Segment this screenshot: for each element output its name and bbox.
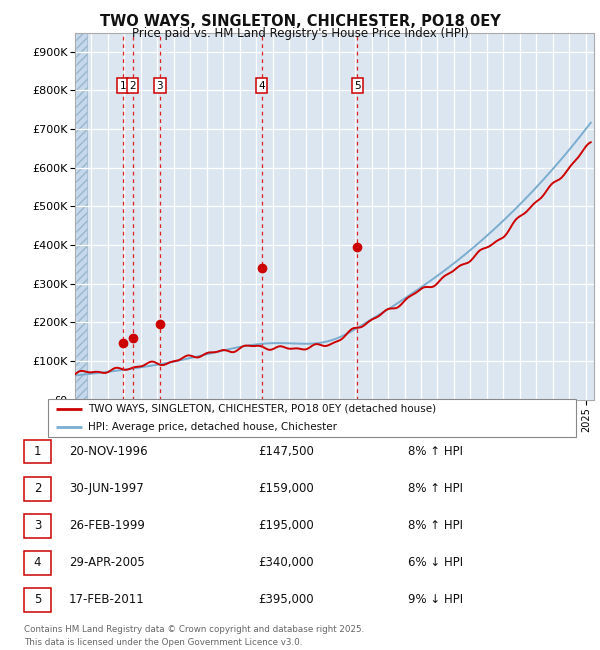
- Text: 1: 1: [34, 445, 41, 458]
- Bar: [75, 32, 88, 400]
- Text: 5: 5: [354, 81, 361, 91]
- FancyBboxPatch shape: [48, 399, 576, 437]
- Text: £159,000: £159,000: [258, 482, 314, 495]
- Text: 30-JUN-1997: 30-JUN-1997: [69, 482, 144, 495]
- Text: Contains HM Land Registry data © Crown copyright and database right 2025.
This d: Contains HM Land Registry data © Crown c…: [24, 625, 364, 647]
- Text: 29-APR-2005: 29-APR-2005: [69, 556, 145, 569]
- Text: Price paid vs. HM Land Registry's House Price Index (HPI): Price paid vs. HM Land Registry's House …: [131, 27, 469, 40]
- Text: £195,000: £195,000: [258, 519, 314, 532]
- FancyBboxPatch shape: [24, 514, 51, 538]
- Text: 2: 2: [34, 482, 41, 495]
- FancyBboxPatch shape: [24, 477, 51, 500]
- Text: 3: 3: [34, 519, 41, 532]
- FancyBboxPatch shape: [24, 551, 51, 575]
- Text: TWO WAYS, SINGLETON, CHICHESTER, PO18 0EY (detached house): TWO WAYS, SINGLETON, CHICHESTER, PO18 0E…: [88, 404, 436, 413]
- Text: £395,000: £395,000: [258, 593, 314, 606]
- Text: 8% ↑ HPI: 8% ↑ HPI: [408, 482, 463, 495]
- Text: TWO WAYS, SINGLETON, CHICHESTER, PO18 0EY: TWO WAYS, SINGLETON, CHICHESTER, PO18 0E…: [100, 14, 500, 29]
- Text: 4: 4: [34, 556, 41, 569]
- Text: 3: 3: [157, 81, 163, 91]
- Text: 17-FEB-2011: 17-FEB-2011: [69, 593, 145, 606]
- Text: 2: 2: [129, 81, 136, 91]
- Text: 6% ↓ HPI: 6% ↓ HPI: [408, 556, 463, 569]
- Text: 9% ↓ HPI: 9% ↓ HPI: [408, 593, 463, 606]
- Text: 26-FEB-1999: 26-FEB-1999: [69, 519, 145, 532]
- Text: 4: 4: [259, 81, 265, 91]
- Text: £340,000: £340,000: [258, 556, 314, 569]
- Text: 1: 1: [119, 81, 126, 91]
- FancyBboxPatch shape: [24, 440, 51, 463]
- Text: HPI: Average price, detached house, Chichester: HPI: Average price, detached house, Chic…: [88, 422, 337, 432]
- FancyBboxPatch shape: [24, 588, 51, 612]
- Text: £147,500: £147,500: [258, 445, 314, 458]
- Text: 5: 5: [34, 593, 41, 606]
- Text: 20-NOV-1996: 20-NOV-1996: [69, 445, 148, 458]
- Text: 8% ↑ HPI: 8% ↑ HPI: [408, 519, 463, 532]
- Text: 8% ↑ HPI: 8% ↑ HPI: [408, 445, 463, 458]
